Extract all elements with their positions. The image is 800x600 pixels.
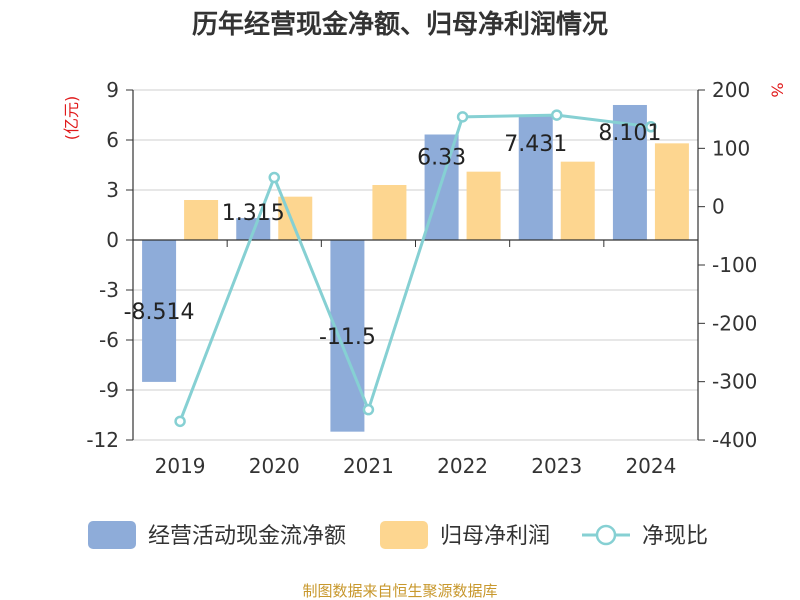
left-axis-tick-label: -12 [86,428,119,452]
chart-title: 历年经营现金净额、归母净利润情况 [192,9,608,40]
legend-marker-ratio [595,524,617,546]
cash-flow-data-label: -11.5 [319,325,376,350]
cash-flow-bar [330,240,365,432]
tick-labels: 9 6 3 0 -3 -6 -9 -12 200 100 0 -100 -200 -300 -400 2019… [86,78,757,478]
x-axis-tick-label: 2020 [249,454,300,478]
cash-flow-data-label: -8.514 [124,300,195,325]
cash-flow-bar [142,240,177,382]
right-axis-unit: % [768,82,787,97]
x-axis-tick-label: 2019 [155,454,206,478]
ratio-point [174,415,186,428]
source-note: 制图数据来自恒生聚源数据库 [302,582,497,600]
x-axis-tick-label: 2021 [343,454,394,478]
cash-flow-data-label: 8.101 [598,121,661,146]
left-axis-tick-label: -3 [99,278,119,302]
x-axis-tick-label: 2024 [625,454,676,478]
legend-label-ratio: 净现比 [642,524,708,549]
cash-flow-bar [424,134,459,240]
net-profit-bar [466,171,501,240]
net-profit-bar [560,161,595,240]
x-axis-tick-label: 2022 [437,454,488,478]
data-labels: -8.514 1.315 -11.5 6.33 7.431 8.101 [124,121,662,350]
left-axis-tick-label: 0 [106,228,119,252]
left-axis-tick-label: 3 [106,178,119,202]
cash-flow-bar [612,104,647,240]
ratio-point [268,171,280,184]
ratio-point [456,111,469,123]
legend-swatch-cash-flow [88,521,136,549]
ratio-line-path [178,113,652,422]
left-axis-unit: (亿元) [62,96,81,141]
right-axis-tick-label: 0 [712,195,725,219]
legend-label-net-profit: 归母净利润 [440,524,550,549]
right-axis-tick-label: -400 [712,428,757,452]
ratio-point [362,403,375,416]
cash-flow-bar [518,116,553,240]
left-axis-tick-label: -6 [99,328,119,352]
ratio-point [551,109,563,121]
net-profit-bar [372,185,407,240]
gridlines [133,89,698,441]
cash-flow-data-label: 7.431 [504,132,567,157]
left-axis-tick-label: 6 [106,128,119,152]
ratio-line [174,109,657,428]
left-axis-tick-label: 9 [106,78,119,102]
legend-swatch-net-profit [380,521,428,549]
cash-flow-data-label: 1.315 [222,201,285,226]
right-axis-tick-label: -300 [712,370,757,394]
cash-flow-data-label: 6.33 [417,146,466,171]
x-axis-tick-label: 2023 [531,454,582,478]
right-axis-tick-label: -100 [712,253,757,277]
net-profit-bar [654,143,689,240]
right-axis-tick-label: 200 [712,78,750,102]
right-axis-tick-label: 100 [712,136,750,160]
axes [126,89,705,441]
legend: 经营活动现金流净额 归母净利润 净现比 [88,521,708,549]
legend-label-cash-flow: 经营活动现金流净额 [148,524,346,549]
net-profit-bar [184,200,219,240]
left-axis-tick-label: -9 [99,378,119,402]
bars [142,104,689,432]
ratio-point [645,121,657,133]
right-axis-tick-label: -200 [712,311,757,335]
